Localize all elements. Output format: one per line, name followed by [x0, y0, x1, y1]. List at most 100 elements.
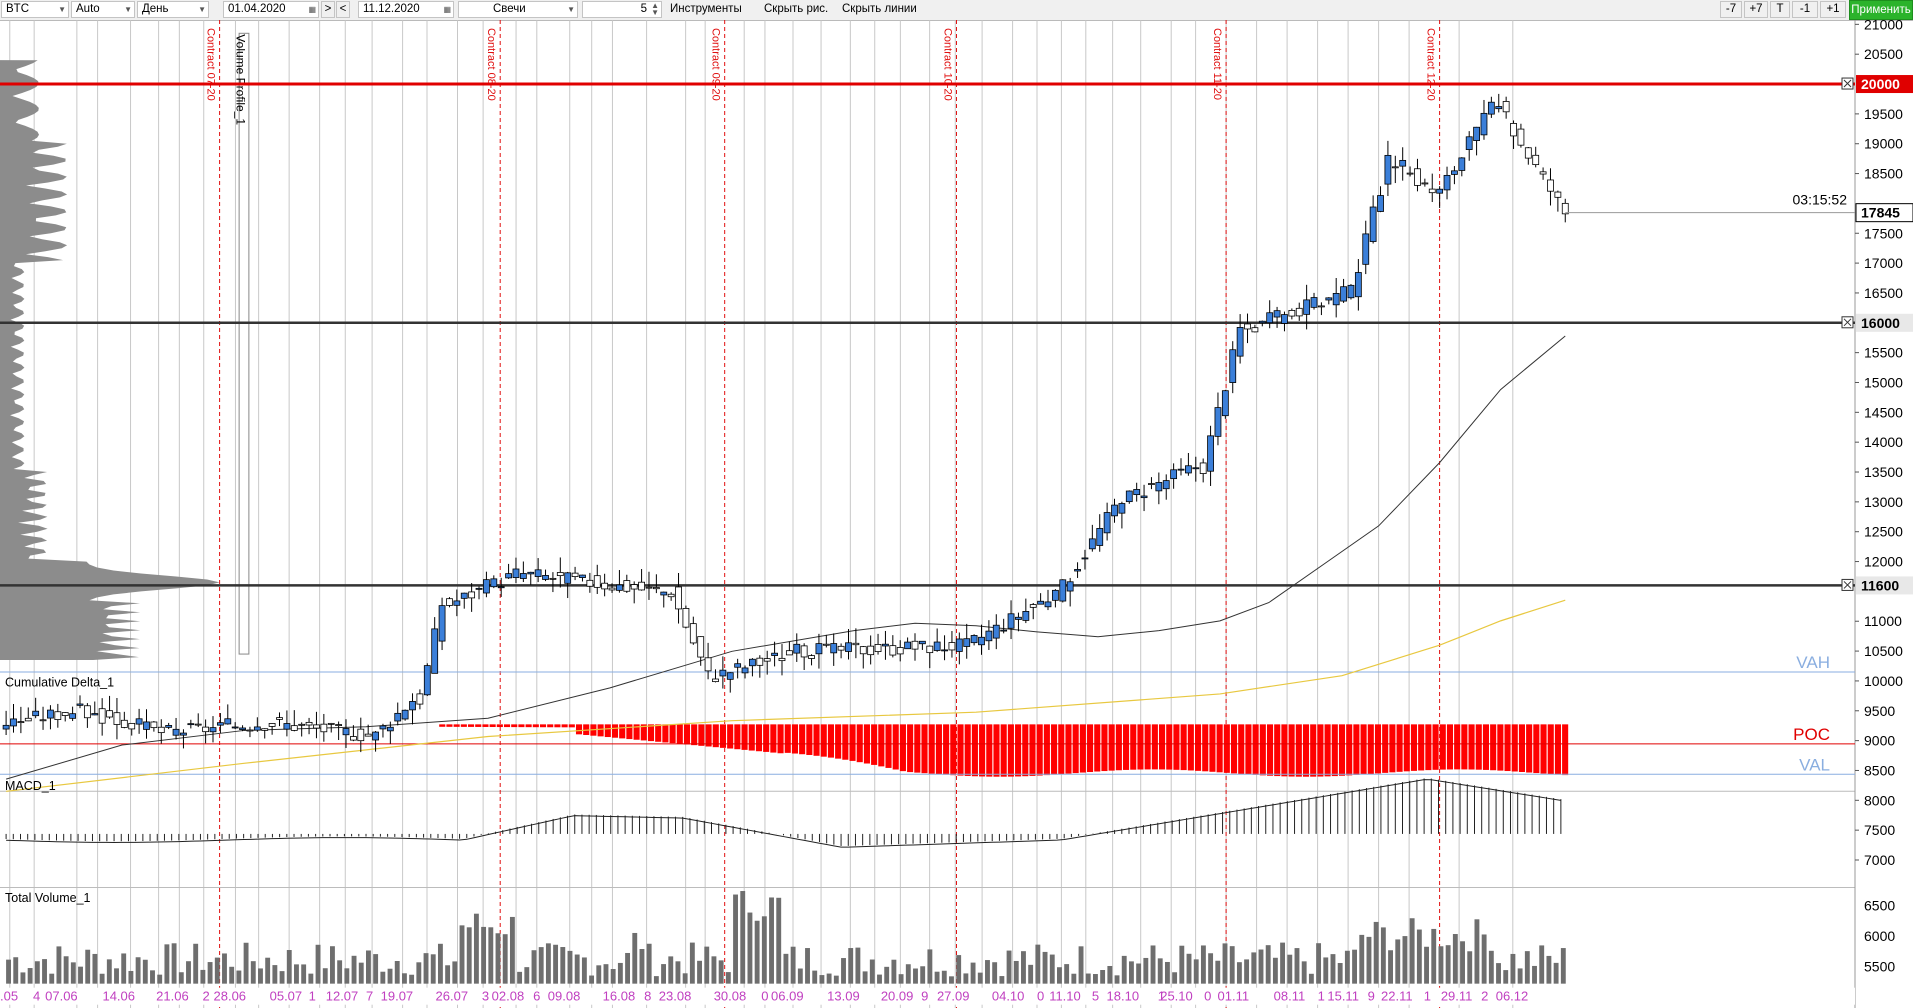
zoom-plus7-button[interactable]: +7 [1744, 1, 1768, 18]
level-price-badge [1856, 75, 1913, 94]
price-tick-label: 12500 [1864, 524, 1903, 540]
date-label: 07.06 [45, 989, 78, 1004]
volume-bar [625, 952, 631, 984]
date-label: 4 [33, 989, 40, 1004]
volume-bar [294, 964, 299, 984]
volume-bar [1380, 927, 1386, 984]
calendar-icon[interactable]: ▦ [308, 5, 316, 14]
volume-bar [689, 942, 695, 984]
candle-body [364, 733, 372, 737]
step-field[interactable]: 5 ▲ ▼ [582, 1, 662, 18]
volume-bar [495, 933, 501, 984]
delta-bar [1511, 724, 1518, 772]
nav-next-button[interactable]: > [321, 1, 335, 18]
volume-bar [1337, 963, 1343, 984]
chart-area[interactable]: Volume Profile_1 Contract 07-20 Contract … [0, 20, 1913, 1008]
contract-label: Contract 07-20 [205, 28, 217, 101]
candle-body [261, 728, 269, 731]
candle-body [1318, 305, 1325, 308]
delta-bar [1504, 724, 1511, 772]
volume-bar [812, 970, 818, 984]
volume-bar [1438, 946, 1444, 984]
delta-bar [489, 724, 496, 728]
candle-body [1066, 581, 1074, 592]
volume-bar [790, 946, 796, 984]
hide-drawings-button[interactable]: Скрыть рис. [764, 3, 829, 15]
zoom-minus1-button[interactable]: -1 [1792, 1, 1818, 18]
delta-bar [446, 724, 453, 727]
candle-body [401, 709, 409, 720]
delta-bar [1259, 724, 1266, 776]
candle-body [1325, 297, 1333, 301]
date-to-field[interactable]: 11.12.2020 ▦ [358, 1, 454, 18]
delta-bar [561, 724, 568, 728]
symbol-select[interactable]: BTC ▼ [1, 1, 69, 18]
candle-body [1369, 206, 1377, 242]
delta-bar [885, 724, 892, 768]
candle-body [1140, 495, 1148, 499]
scale-select[interactable]: Auto ▼ [71, 1, 135, 18]
delta-bar [503, 724, 511, 728]
spinner-icon[interactable]: ▲ ▼ [651, 1, 659, 17]
volume-bar [639, 949, 645, 984]
date-label: 26.07 [436, 989, 469, 1004]
candle-body [128, 722, 136, 730]
volume-bar [509, 916, 515, 984]
volume-bar [1172, 972, 1178, 984]
candle-body [1000, 629, 1008, 632]
volume-bar [1359, 934, 1365, 984]
volume-bar [34, 961, 40, 984]
candle-body [1451, 170, 1458, 175]
gridlines [0, 20, 1856, 1008]
date-label: 08.11 [1274, 989, 1306, 1004]
candle-body [165, 725, 173, 728]
candle-body [564, 572, 572, 584]
delta-bar [1432, 724, 1439, 770]
candle-body [704, 657, 712, 672]
volume-bar [1208, 953, 1214, 984]
candle-body [1192, 467, 1200, 470]
candle-body [431, 628, 439, 674]
instruments-button[interactable]: Инструменты [670, 3, 742, 15]
hide-lines-button[interactable]: Скрыть линии [842, 3, 917, 15]
volume-bar [243, 942, 249, 984]
period-select[interactable]: День ▼ [137, 1, 209, 18]
candle-body [1517, 128, 1525, 146]
volume-profile-shape [0, 60, 220, 661]
candle-body [453, 600, 461, 606]
volume-bar [315, 944, 321, 984]
candle-body [571, 572, 579, 577]
volume-bar [1107, 965, 1113, 984]
candle-body [859, 646, 867, 655]
contract-label: Contract 11-20 [1211, 28, 1223, 100]
delta-bar [1223, 724, 1230, 773]
volume-bar [92, 953, 98, 984]
delta-bar [662, 724, 669, 743]
nav-prev-button[interactable]: < [336, 1, 350, 18]
volume-bar [711, 956, 717, 984]
candle-body [1480, 112, 1488, 136]
candle-body [357, 728, 365, 742]
candle-body [867, 645, 875, 656]
volume-bar [1092, 974, 1098, 984]
volume-bar [941, 970, 947, 984]
delta-bar [957, 724, 964, 776]
date-label: 04.10 [992, 989, 1025, 1004]
zoom-minus7-button[interactable]: -7 [1720, 1, 1742, 18]
volume-bar [977, 972, 983, 984]
apply-button[interactable]: Применить [1849, 0, 1913, 20]
delta-bar [1490, 724, 1497, 771]
zoom-plus1-button[interactable]: +1 [1820, 1, 1846, 18]
zoom-t-button[interactable]: T [1770, 1, 1790, 18]
delta-bar [1518, 724, 1525, 773]
volume-bar [1474, 919, 1480, 984]
chart-type-select[interactable]: Свечи ▼ [458, 1, 578, 18]
candle-body [741, 667, 749, 674]
calendar-icon[interactable]: ▦ [443, 5, 451, 14]
delta-bar [1087, 724, 1094, 773]
candle-body [202, 726, 210, 733]
date-from-field[interactable]: 01.04.2020 ▦ [223, 1, 319, 18]
delta-bar [439, 724, 446, 727]
delta-bar [806, 724, 813, 755]
volume-bar [121, 953, 127, 984]
